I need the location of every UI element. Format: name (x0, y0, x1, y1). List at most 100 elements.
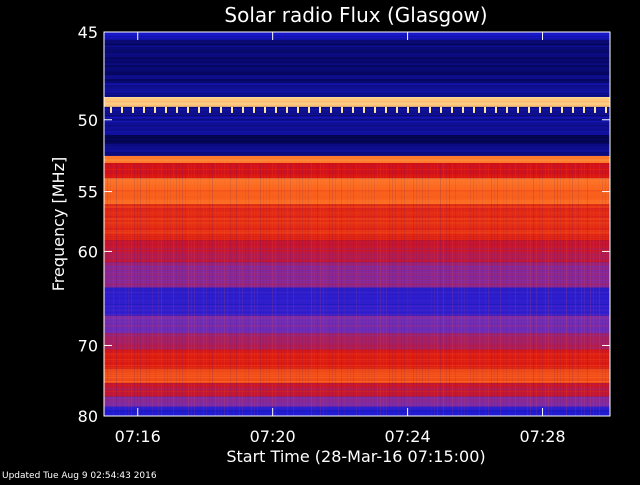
band-texture (104, 161, 610, 163)
band-texture (104, 204, 610, 206)
band-texture (104, 376, 610, 379)
band-texture (104, 258, 610, 260)
band-texture (104, 106, 610, 109)
time-streak (362, 163, 363, 416)
band-texture (104, 139, 610, 141)
time-streak (263, 163, 264, 416)
interference-tick (286, 106, 288, 113)
time-streak (551, 163, 552, 416)
x-axis: 07:16 07:20 07:24 07:28 (115, 32, 566, 446)
interference-tick (594, 106, 596, 113)
band-texture (104, 319, 610, 321)
time-streak (326, 163, 327, 416)
time-streak (533, 163, 534, 416)
band-texture (104, 252, 610, 254)
band-texture (104, 370, 610, 372)
band-texture (104, 182, 610, 184)
time-streak (584, 163, 585, 416)
time-streak (434, 163, 435, 416)
band-texture (104, 61, 610, 63)
interference-tick (396, 106, 398, 113)
band-texture (104, 410, 610, 412)
heatmap-area (104, 32, 610, 416)
time-streak (182, 163, 183, 416)
x-axis-label: Start Time (28-Mar-16 07:15:00) (226, 447, 485, 466)
band-texture (104, 313, 610, 315)
time-streak (566, 163, 567, 416)
band-texture (104, 275, 610, 278)
band-texture (104, 166, 610, 169)
band-texture (104, 378, 610, 381)
band-texture (104, 323, 610, 325)
time-streak (155, 163, 156, 416)
interference-tick (341, 106, 343, 113)
band-texture (104, 366, 610, 368)
band-texture (104, 148, 610, 150)
time-streak (194, 163, 195, 416)
time-streak (167, 163, 168, 416)
interference-tick (363, 106, 365, 113)
band-texture (104, 331, 610, 333)
band-texture (104, 321, 610, 323)
time-streak (257, 163, 258, 416)
time-streak (290, 163, 291, 416)
time-streak (440, 163, 441, 416)
band-texture (104, 279, 610, 282)
band-texture (104, 347, 610, 349)
band-texture (104, 220, 610, 222)
time-streak (524, 163, 525, 416)
chart-title: Solar radio Flux (Glasgow) (224, 3, 487, 27)
band-texture (104, 327, 610, 329)
band-texture (104, 402, 610, 404)
band-texture (104, 335, 610, 337)
x-tick-label: 07:24 (385, 427, 431, 446)
band-texture (104, 388, 610, 391)
time-streak (476, 163, 477, 416)
band-texture (104, 146, 610, 148)
band-texture (104, 244, 610, 246)
time-streak (158, 163, 159, 416)
band-texture (104, 172, 610, 174)
band-texture (104, 386, 610, 389)
band-texture (104, 49, 610, 51)
band-texture (104, 159, 610, 161)
y-axis-label: Frequency [MHz] (49, 157, 68, 291)
band-texture (104, 144, 610, 146)
time-streak (404, 163, 405, 416)
band-texture (104, 266, 610, 268)
band-texture (104, 273, 610, 276)
time-streak (485, 163, 486, 416)
band-texture (104, 224, 610, 226)
time-streak (272, 163, 273, 416)
band-texture (104, 400, 610, 402)
time-streak (341, 163, 342, 416)
time-streak (581, 163, 582, 416)
time-streak (227, 163, 228, 416)
band-texture (104, 100, 610, 103)
time-streak (374, 163, 375, 416)
band-texture (104, 228, 610, 230)
time-streak (200, 163, 201, 416)
band-texture (104, 32, 610, 34)
time-streak (356, 163, 357, 416)
band-texture (104, 398, 610, 400)
interference-tick (319, 106, 321, 113)
time-streak (311, 163, 312, 416)
time-streak (275, 163, 276, 416)
band-texture (104, 89, 610, 91)
band-texture (104, 184, 610, 186)
band-texture (104, 283, 610, 285)
band-texture (104, 133, 610, 135)
time-streak (419, 163, 420, 416)
time-streak (407, 163, 408, 416)
time-streak (494, 163, 495, 416)
time-streak (410, 163, 411, 416)
band-texture (104, 364, 610, 366)
time-streak (296, 163, 297, 416)
time-streak (425, 163, 426, 416)
band-texture (104, 406, 610, 408)
band-texture (104, 142, 610, 144)
time-streak (116, 163, 117, 416)
band-texture (104, 87, 610, 89)
